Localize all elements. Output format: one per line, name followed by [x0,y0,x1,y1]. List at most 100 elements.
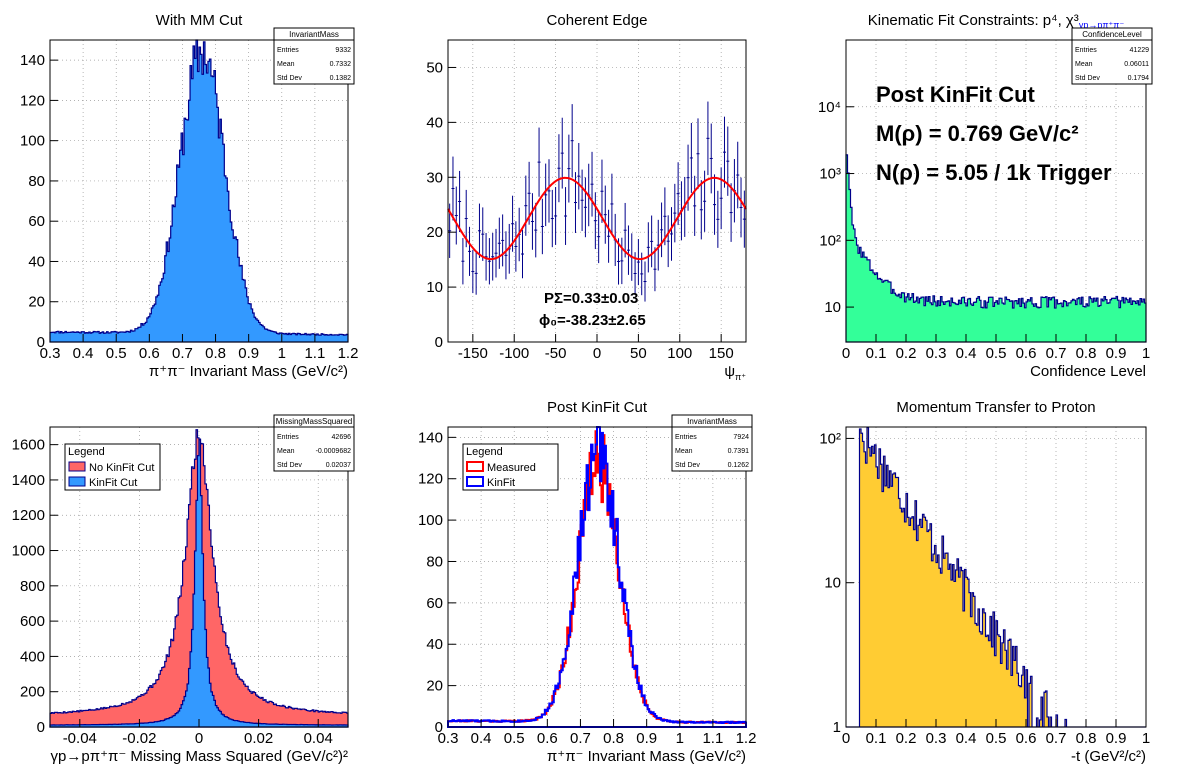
stats-key: Entries [1075,47,1097,54]
y-tick-label: 80 [28,173,45,190]
stats-key: Mean [675,448,693,455]
stats-value: -0.0009682 [316,448,352,455]
legend-entry-label: No KinFit Cut [89,462,154,474]
stats-key: Std Dev [277,462,302,469]
plot-annotation: N(ρ) = 5.05 / 1k Trigger [876,160,1112,185]
x-tick-label: -50 [545,345,567,362]
x-tick-label: 0.5 [986,730,1007,747]
y-tick-label: 0 [37,334,45,351]
stats-box: InvariantMass Entries 9332 Mean 0.7332 Std De… [273,27,355,85]
stats-key: Mean [277,448,295,455]
x-tick-label: -100 [499,345,529,362]
plot-frame [49,39,349,343]
legend-swatch [68,461,86,472]
x-tick-label: 0.1 [866,730,887,747]
x-tick-label: -0.02 [122,730,156,747]
legend-swatch [466,461,484,472]
y-tick-label: 50 [426,59,443,76]
y-tick-label: 10 [426,279,443,296]
x-tick-label: 0.1 [866,345,887,362]
stats-key: Mean [277,61,295,68]
stats-box-name: InvariantMass [687,417,737,426]
y-tick-label: 120 [20,92,45,109]
x-tick-label: 0.8 [603,730,624,747]
legend-frame [462,443,559,491]
y-tick-label: 20 [426,224,443,241]
chart-panel-1: 0.3 0.4 0.5 0.6 0.7 0.8 0.9 1 1.1 1.2 0 20 40 60 80 100… [20,12,358,380]
chart-title: Coherent Edge [547,12,648,29]
legend-entry-label: KinFit Cut [89,477,137,489]
x-tick-label: 0.6 [537,730,558,747]
stats-value: 0.7391 [728,448,750,455]
y-tick-label: 40 [426,636,443,653]
y-tick-label: 400 [20,648,45,665]
chart-panel-5: 0.3 0.4 0.5 0.6 0.7 0.8 0.9 1 1.1 1.2 0 20 40 60 80 100… [418,399,756,765]
x-tick-label: 1 [278,345,286,362]
x-tick-label: 1 [1142,345,1150,362]
x-tick-label: 0.3 [438,730,459,747]
x-tick-label: 0.3 [40,345,61,362]
stats-value: 9332 [335,47,351,54]
y-tick-label: 10² [819,430,841,447]
x-tick-label: 0.7 [1046,730,1067,747]
chart-panel-3: 0 0.1 0.2 0.3 0.4 0.5 0.6 0.7 0.8 0.9 1 10 10² 10³ 10⁴… [818,12,1153,380]
y-tick-label: 40 [28,253,45,270]
stats-key: Mean [1075,61,1093,68]
y-tick-label: 140 [20,52,45,69]
legend-swatch [68,476,86,487]
x-tick-label: 0.2 [896,730,917,747]
y-tick-label: 10³ [819,166,841,183]
chart-panel-6: 0 0.1 0.2 0.3 0.4 0.5 0.6 0.7 0.8 0.9 1 1 10 10² Momen… [819,399,1150,765]
x-tick-label: 0.2 [896,345,917,362]
x-tick-label: 0.04 [304,730,333,747]
x-tick-label: 0.3 [926,345,947,362]
y-tick-label: 20 [28,294,45,311]
y-tick-label: 0 [435,334,443,351]
plot-annotation: M(ρ) = 0.769 GeV/c² [876,121,1079,146]
stats-value: 42696 [332,434,352,441]
x-tick-label: 0 [593,345,601,362]
x-tick-label: 0.8 [1076,345,1097,362]
y-tick-label: 1 [833,719,841,736]
stats-key: Std Dev [1075,75,1100,82]
stats-key: Entries [277,434,299,441]
y-tick-label: 1000 [12,543,45,560]
y-tick-label: 60 [28,213,45,230]
x-tick-label: 100 [667,345,692,362]
chart-title: Momentum Transfer to Proton [896,399,1095,416]
plot-annotation: Post KinFit Cut [876,82,1036,107]
y-tick-label: 100 [20,133,45,150]
x-tick-label: 1.2 [736,730,757,747]
y-tick-label: 10 [824,299,841,316]
stats-value: 0.1262 [728,462,750,469]
x-tick-label: 1 [676,730,684,747]
stats-key: Std Dev [675,462,700,469]
legend-entry-label: Measured [487,462,536,474]
chart-title: With MM Cut [156,12,244,29]
y-tick-label: 10 [824,575,841,592]
stats-key: Entries [675,434,697,441]
y-tick-label: 0 [37,719,45,736]
legend: Legend No KinFit Cut KinFit Cut [64,443,161,491]
x-tick-label: 0.5 [986,345,1007,362]
y-tick-label: 30 [426,169,443,186]
x-tick-label: 50 [630,345,647,362]
fit-annotation: PΣ=0.33±0.03 [544,290,638,307]
y-tick-label: 200 [20,684,45,701]
histogram-series-1 [846,426,1146,728]
x-axis-label: π⁺π⁻ Invariant Mass (GeV/c²) [547,748,746,765]
stats-box-frame [671,414,753,472]
stats-value: 7924 [733,434,749,441]
chart-panel-4: -0.04 -0.02 0 0.02 0.04 0 200 400 600 800 1000 1200… [12,414,355,765]
legend-title: Legend [68,446,105,458]
x-tick-label: 1.1 [304,345,325,362]
stats-box-name: InvariantMass [289,30,339,39]
stats-box-name: MissingMassSquared [276,417,352,426]
x-tick-label: 0.7 [1046,345,1067,362]
x-axis-label: ψπ⁺ [724,363,746,382]
histogram-series-1 [845,154,1147,343]
x-axis-label: -t (GeV²/c²) [1071,748,1146,765]
legend-entry-label: KinFit [487,477,515,489]
y-tick-label: 60 [426,595,443,612]
stats-box: MissingMassSquared Entries 42696 Mean -0.000… [273,414,355,472]
